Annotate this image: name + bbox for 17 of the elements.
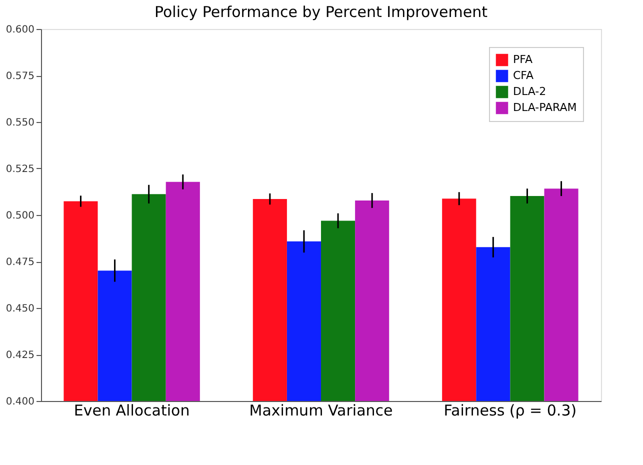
legend-label: CFA [513,69,534,82]
legend-label: DLA-PARAM [513,101,577,114]
x-tick-label: Even Allocation [74,402,190,420]
y-tick-label: 0.500 [6,210,34,222]
y-tick-label: 0.400 [6,396,34,408]
legend-label: DLA-2 [513,85,546,98]
y-tick-label: 0.425 [6,350,34,361]
legend-label: PFA [513,53,533,66]
y-tick-label: 0.475 [6,257,34,268]
y-tick-label: 0.450 [6,304,34,314]
x-tick-label: Maximum Variance [249,402,393,420]
y-tick-label: 0.600 [6,24,34,36]
chart-title: Policy Performance by Percent Improvement [154,3,488,21]
y-tick-label: 0.550 [6,118,34,128]
y-tick-label: 0.575 [6,71,34,82]
y-tick-label: 0.525 [6,164,34,175]
x-tick-label: Fairness (ρ = 0.3) [444,402,577,420]
